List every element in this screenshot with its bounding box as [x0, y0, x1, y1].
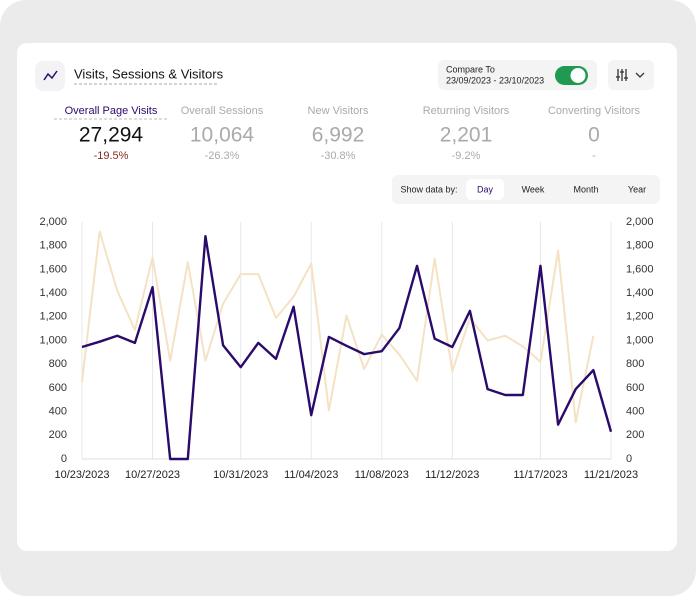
filter-icon: [616, 69, 645, 81]
y2-tick-label: 2,000: [626, 216, 654, 228]
y2-tick-label: 1,200: [626, 311, 654, 323]
kpi-value: 27,294: [79, 124, 144, 147]
y-tick-label: 200: [49, 429, 67, 441]
chart: 10/23/2023 10/27/2023 10/31/2023 11/04/2023…: [39, 216, 653, 481]
kpi-label: Overall Sessions: [181, 105, 264, 117]
card: [17, 43, 677, 551]
compare-box: [438, 60, 597, 90]
kpi-value: 2,201: [440, 124, 493, 147]
x-tick-label: 11/12/2023: [425, 469, 479, 481]
x-tick-label: 11/21/2023: [584, 469, 638, 481]
y-tick-label: 1,800: [39, 240, 67, 252]
y-tick-label: 600: [49, 382, 67, 394]
kpi-change: -26.3%: [205, 150, 240, 162]
x-tick-label: 11/08/2023: [355, 469, 409, 481]
compare-label: Compare To: [446, 64, 495, 74]
y2-tick-label: 800: [626, 358, 644, 370]
y-tick-label: 1,200: [39, 311, 67, 323]
option-button[interactable]: Month: [573, 184, 598, 194]
show-data-label: Show data by:: [400, 184, 457, 194]
y2-tick-label: 1,800: [626, 240, 654, 252]
y2-tick-label: 1,600: [626, 263, 654, 275]
y2-tick-label: 400: [626, 406, 644, 418]
kpi-label: Overall Page Visits: [65, 105, 158, 117]
kpi-label: Returning Visitors: [423, 105, 510, 117]
series-line: [81, 235, 613, 461]
y2-tick-label: 1,400: [626, 287, 654, 299]
kpi-label: Converting Visitors: [548, 105, 641, 117]
kpi-label: New Visitors: [308, 105, 369, 117]
kpi-row: Overall Page Visits 27,294 -19.5% Overall S…: [54, 105, 641, 162]
x-tick-label: 10/23/2023: [54, 469, 109, 481]
card-title: Visits, Sessions & Visitors: [74, 66, 224, 81]
y-tick-label: 2,000: [39, 216, 67, 228]
y-tick-label: 1,600: [39, 263, 67, 275]
x-tick-label: 10/31/2023: [213, 469, 268, 481]
toggle-knob: [570, 68, 586, 83]
kpi-change: -19.5%: [94, 150, 129, 162]
chart-icon: [43, 70, 58, 81]
kpi-change: -9.2%: [452, 150, 481, 162]
active-option: [466, 179, 504, 200]
kpi-value: 6,992: [312, 124, 365, 147]
kpi-change: -: [592, 150, 596, 162]
x-tick-label: 10/27/2023: [125, 469, 180, 481]
x-tick-label: 11/04/2023: [284, 469, 338, 481]
kpi-change: -30.8%: [321, 150, 356, 162]
show-data-box: [392, 175, 660, 204]
series-line: [81, 230, 595, 424]
kpi-value: 10,064: [190, 124, 255, 147]
y2-tick-label: 1,000: [626, 334, 654, 346]
compare-range: 23/09/2023 - 23/10/2023: [446, 75, 544, 85]
option-button[interactable]: Day: [477, 184, 494, 194]
y2-tick-label: 0: [626, 453, 632, 465]
filter-button[interactable]: [608, 60, 654, 90]
y2-tick-label: 600: [626, 382, 644, 394]
y-tick-label: 800: [49, 358, 67, 370]
y2-tick-label: 200: [626, 429, 644, 441]
y-tick-label: 0: [61, 453, 67, 465]
option-button[interactable]: Year: [628, 184, 646, 194]
kpi-value: 0: [588, 124, 600, 147]
x-tick-label: 11/17/2023: [513, 469, 567, 481]
option-button[interactable]: Week: [522, 184, 545, 194]
y-tick-label: 400: [49, 406, 67, 418]
y-tick-label: 1,000: [39, 334, 67, 346]
y-tick-label: 1,400: [39, 287, 67, 299]
